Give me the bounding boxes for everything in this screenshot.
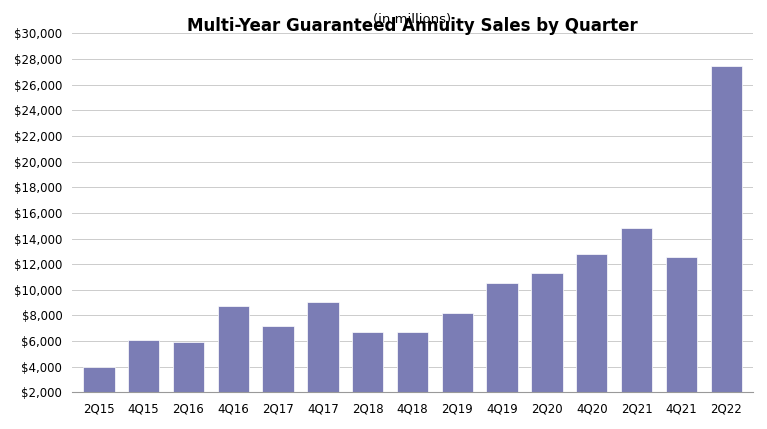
Bar (218, 306, 249, 418)
Bar (666, 257, 697, 418)
Bar (710, 66, 742, 418)
Bar (532, 273, 563, 418)
Bar (308, 302, 338, 418)
Bar (486, 284, 518, 418)
Bar (83, 367, 114, 418)
Title: Multi-Year Guaranteed Annuity Sales by Quarter: Multi-Year Guaranteed Annuity Sales by Q… (187, 17, 638, 35)
Text: (in millions): (in millions) (374, 13, 452, 26)
Bar (621, 228, 652, 418)
Bar (397, 332, 428, 418)
Bar (262, 326, 294, 418)
Bar (442, 313, 473, 418)
Bar (576, 254, 607, 418)
Bar (352, 332, 384, 418)
Bar (128, 340, 160, 418)
Bar (173, 342, 204, 418)
